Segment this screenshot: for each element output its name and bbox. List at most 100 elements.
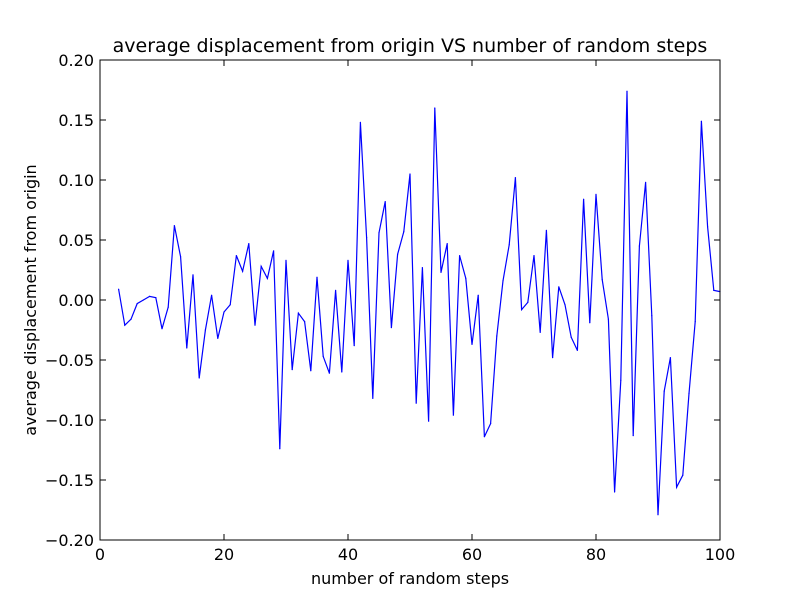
data-point xyxy=(186,347,188,349)
data-point xyxy=(539,331,541,333)
data-point xyxy=(552,357,554,359)
data-point xyxy=(328,372,330,374)
data-point xyxy=(558,286,560,288)
data-point xyxy=(347,259,349,261)
data-point xyxy=(471,343,473,345)
x-tick-label: 0 xyxy=(95,545,105,564)
data-point xyxy=(384,201,386,203)
data-point xyxy=(285,259,287,261)
data-point xyxy=(223,311,225,313)
series-line xyxy=(118,91,721,515)
data-point xyxy=(409,173,411,175)
data-point xyxy=(607,318,610,320)
x-axis: 0 20 40 60 80 100 xyxy=(95,60,735,564)
y-tick-label: 0.10 xyxy=(58,171,94,190)
data-point xyxy=(514,177,517,179)
data-point xyxy=(204,329,206,331)
data-point xyxy=(589,322,591,324)
data-point xyxy=(452,414,454,416)
data-point xyxy=(645,181,647,183)
data-point xyxy=(310,370,312,372)
x-tick-label: 20 xyxy=(214,545,234,564)
y-tick-label: 0.05 xyxy=(58,231,94,250)
data-point xyxy=(632,435,634,437)
data-point xyxy=(341,371,343,373)
data-point xyxy=(130,318,132,320)
data-point xyxy=(359,121,361,123)
y-tick-label: −0.05 xyxy=(45,351,94,370)
data-point xyxy=(254,324,256,326)
data-point xyxy=(707,226,709,228)
x-tick-label: 40 xyxy=(338,545,358,564)
data-point xyxy=(483,436,485,438)
data-point xyxy=(502,280,504,282)
data-point xyxy=(266,277,268,279)
data-point xyxy=(490,423,492,425)
data-point xyxy=(211,294,213,296)
data-point xyxy=(446,243,448,245)
data-point xyxy=(397,253,399,255)
data-point xyxy=(198,377,200,379)
data-point xyxy=(663,390,665,392)
data-point xyxy=(142,299,144,301)
data-point xyxy=(242,270,244,272)
data-point xyxy=(459,255,461,257)
data-point xyxy=(167,306,169,308)
x-tick-label: 80 xyxy=(586,545,606,564)
data-point xyxy=(235,255,237,257)
data-point xyxy=(124,324,126,326)
data-point xyxy=(415,402,417,404)
data-point xyxy=(595,193,597,195)
data-point xyxy=(217,337,219,339)
data-point xyxy=(601,279,603,281)
y-tick-label: 0.00 xyxy=(58,291,94,310)
y-axis: 0.20 0.15 0.10 0.05 0.00 −0.05 −0.10 −0.15 −0.20 xyxy=(45,51,720,550)
data-point xyxy=(161,328,163,330)
data-point xyxy=(570,336,572,338)
data-point xyxy=(657,514,659,516)
data-point xyxy=(428,420,430,422)
chart-title: average displacement from origin VS numb… xyxy=(113,35,708,57)
data-point xyxy=(378,232,380,234)
data-point xyxy=(403,231,405,233)
data-point xyxy=(118,288,120,290)
x-tick-label: 60 xyxy=(462,545,482,564)
data-point xyxy=(564,304,566,306)
x-tick-label: 100 xyxy=(705,545,736,564)
data-point xyxy=(136,303,138,305)
data-point xyxy=(508,244,510,246)
data-point xyxy=(322,355,324,357)
data-point xyxy=(335,289,337,291)
data-point xyxy=(248,243,250,245)
data-point xyxy=(713,289,715,291)
data-point xyxy=(173,225,175,227)
data-point xyxy=(545,229,548,231)
data-point xyxy=(521,309,523,311)
data-point xyxy=(694,321,696,323)
data-point xyxy=(192,274,194,276)
y-tick-label: −0.20 xyxy=(45,531,94,550)
data-point xyxy=(180,256,182,258)
data-point xyxy=(273,250,275,252)
data-point xyxy=(260,265,262,267)
data-point xyxy=(651,315,653,317)
data-point xyxy=(297,312,299,314)
data-point xyxy=(688,393,690,395)
data-point xyxy=(372,397,374,399)
data-point xyxy=(620,379,622,381)
y-tick-label: −0.10 xyxy=(45,411,94,430)
data-point xyxy=(533,255,535,257)
data-point xyxy=(676,486,678,488)
data-point xyxy=(477,294,479,296)
data-point xyxy=(149,295,151,297)
y-axis-label: average displacement from origin xyxy=(21,164,40,435)
data-point xyxy=(390,327,392,329)
data-point xyxy=(155,297,157,299)
data-point xyxy=(682,474,684,476)
y-tick-label: 0.20 xyxy=(58,51,94,70)
data-point xyxy=(440,271,442,273)
data-point xyxy=(304,321,306,323)
data-point xyxy=(614,491,616,493)
data-point xyxy=(316,276,318,278)
